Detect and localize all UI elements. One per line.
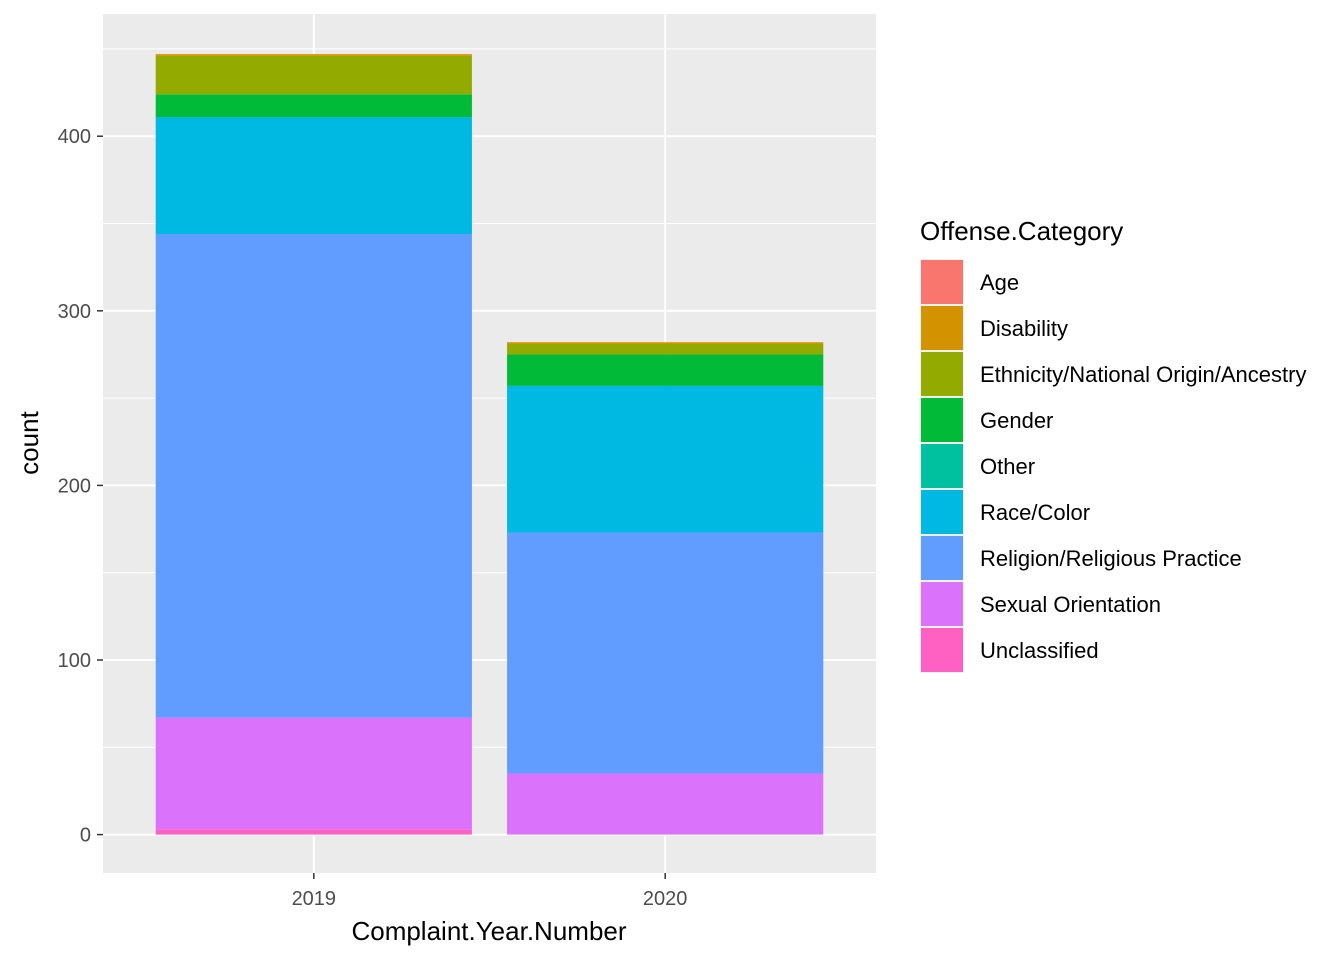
legend-swatch-disability — [921, 306, 963, 350]
y-axis-title: count — [14, 410, 44, 474]
bar-segment-2020-gender — [507, 354, 824, 386]
bar-segment-2019-gender — [155, 94, 472, 118]
bar-segment-2020-ethnicity-national-origin-ancestry — [507, 343, 824, 355]
y-axis: 0 100 200 300 400 — [58, 126, 103, 847]
bar-segment-2019-race-color — [155, 117, 472, 234]
legend: Offense.Category Age Disability Ethnicity/… — [920, 216, 1306, 673]
legend-label-disability: Disability — [980, 316, 1068, 341]
legend-swatch-age — [921, 260, 963, 304]
legend-label-unclassified: Unclassified — [980, 638, 1099, 663]
bars — [155, 54, 824, 835]
legend-label-religion-religious-practice: Religion/Religious Practice — [980, 546, 1242, 571]
legend-label-race-color: Race/Color — [980, 500, 1090, 525]
legend-swatch-ethnicity-national-origin-ancestry — [921, 352, 963, 396]
bar-segment-2019-ethnicity-national-origin-ancestry — [155, 55, 472, 95]
y-tick-label: 300 — [58, 301, 91, 323]
legend-label-age: Age — [980, 270, 1019, 295]
legend-label-gender: Gender — [980, 408, 1053, 433]
bar-segment-2020-religion-religious-practice — [507, 532, 824, 774]
legend-label-ethnicity-national-origin-ancestry: Ethnicity/National Origin/Ancestry — [980, 362, 1306, 387]
bar-segment-2020-sexual-orientation — [507, 773, 824, 835]
x-axis-title: Complaint.Year.Number — [351, 916, 626, 946]
legend-swatch-unclassified — [921, 628, 963, 672]
x-tick-label: 2019 — [292, 888, 337, 910]
bar-segment-2019-sexual-orientation — [155, 717, 472, 830]
legend-swatch-religion-religious-practice — [921, 536, 963, 580]
y-tick-label: 100 — [58, 650, 91, 672]
legend-swatch-other — [921, 444, 963, 488]
y-tick-label: 400 — [58, 126, 91, 148]
legend-label-other: Other — [980, 454, 1035, 479]
bar-segment-2020-disability — [507, 342, 824, 344]
legend-swatch-gender — [921, 398, 963, 442]
bar-segment-2019-unclassified — [155, 829, 472, 835]
x-tick-label: 2020 — [643, 888, 688, 910]
legend-swatch-sexual-orientation — [921, 582, 963, 626]
legend-label-sexual-orientation: Sexual Orientation — [980, 592, 1161, 617]
bar-segment-2020-race-color — [507, 385, 824, 533]
legend-items: Age Disability Ethnicity/National Origin/A… — [920, 259, 1306, 673]
y-tick-label: 200 — [58, 475, 91, 497]
legend-swatch-race-color — [921, 490, 963, 534]
bar-segment-2019-disability — [155, 54, 472, 56]
legend-title: Offense.Category — [920, 216, 1123, 246]
y-tick-label: 0 — [80, 825, 91, 847]
x-axis: 2019 2020 — [292, 873, 688, 910]
bar-segment-2019-religion-religious-practice — [155, 233, 472, 718]
